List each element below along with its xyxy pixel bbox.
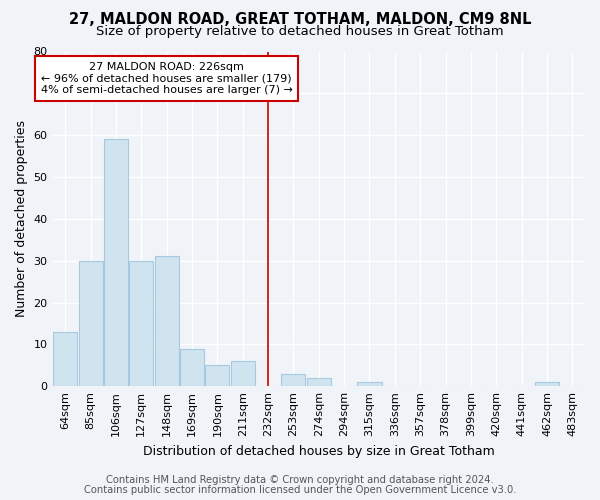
Text: Contains public sector information licensed under the Open Government Licence v3: Contains public sector information licen… (84, 485, 516, 495)
Bar (205, 366, 229, 386)
Bar (535, 382, 559, 386)
Bar (180, 348, 204, 386)
X-axis label: Distribution of detached houses by size in Great Totham: Distribution of detached houses by size … (143, 444, 494, 458)
Text: 27, MALDON ROAD, GREAT TOTHAM, MALDON, CM9 8NL: 27, MALDON ROAD, GREAT TOTHAM, MALDON, C… (69, 12, 531, 28)
Bar (129, 260, 154, 386)
Bar (230, 361, 255, 386)
Text: Size of property relative to detached houses in Great Totham: Size of property relative to detached ho… (96, 25, 504, 38)
Text: 27 MALDON ROAD: 226sqm
← 96% of detached houses are smaller (179)
4% of semi-det: 27 MALDON ROAD: 226sqm ← 96% of detached… (41, 62, 293, 95)
Bar (155, 256, 179, 386)
Y-axis label: Number of detached properties: Number of detached properties (15, 120, 28, 318)
Bar (358, 382, 382, 386)
Bar (104, 140, 128, 386)
Text: Contains HM Land Registry data © Crown copyright and database right 2024.: Contains HM Land Registry data © Crown c… (106, 475, 494, 485)
Bar (79, 260, 103, 386)
Bar (53, 332, 77, 386)
Bar (281, 374, 305, 386)
Bar (307, 378, 331, 386)
